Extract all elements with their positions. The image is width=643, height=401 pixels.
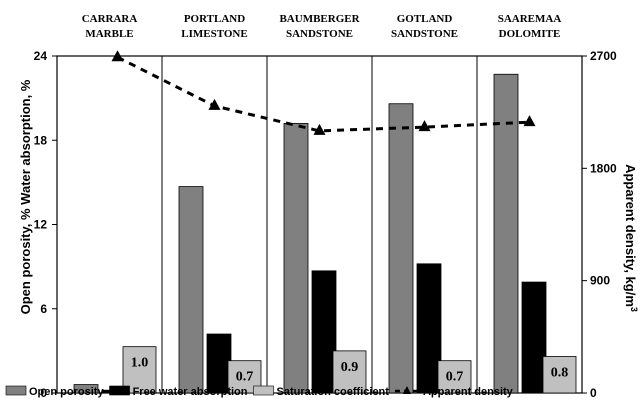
bar-open-porosity [493, 73, 519, 394]
left-tick-label: 24 [34, 49, 48, 63]
bar-free-water-absorption [416, 263, 442, 394]
left-tick-label: 0 [40, 386, 47, 400]
left-tick-label: 12 [34, 218, 48, 232]
density-triangle-marker [523, 115, 536, 127]
bar-open-porosity [283, 123, 309, 394]
category-label: DOLOMITE [499, 28, 561, 40]
density-dashed-line [116, 55, 530, 133]
bar-open-porosity [73, 384, 99, 394]
saturation-coefficient-label: 0.7 [446, 370, 464, 385]
left-tick-label: 6 [40, 302, 47, 316]
bar-free-water-absorption [206, 333, 232, 394]
legend-swatch-saturation-coefficient [253, 385, 274, 396]
right-tick-label: 1800 [590, 161, 617, 175]
bar-free-water-absorption [521, 281, 547, 394]
right-tick-label: 0 [590, 386, 597, 400]
right-axis-title-superscript: 3 [629, 307, 639, 312]
apparent-density-line [111, 50, 536, 135]
left-tick-label: 18 [34, 133, 48, 147]
density-triangle-marker [418, 120, 431, 132]
category-label: GOTLAND [397, 13, 453, 25]
density-triangle-marker [111, 50, 124, 62]
category-labels: CARRARA MARBLE PORTLAND LIMESTONE BAUMBERGER… [82, 13, 562, 40]
bar-saturation-coefficient [332, 350, 367, 394]
bar-marks: 1.0 0.7 0.9 0.7 0.8 [73, 73, 577, 394]
right-axis-title: Apparent density, kg/m3 [623, 164, 639, 312]
category-label: SAAREMAA [498, 13, 562, 25]
category-label: PORTLAND [184, 13, 245, 25]
category-label: CARRARA [82, 13, 138, 25]
bar-saturation-coefficient [437, 360, 472, 394]
bar-open-porosity [178, 186, 204, 394]
saturation-coefficient-label: 0.8 [551, 365, 569, 380]
category-label: MARBLE [85, 28, 133, 40]
right-tick-label: 900 [590, 274, 610, 288]
left-axis-ticks: 0 6 12 18 24 [34, 49, 57, 400]
bar-free-water-absorption [311, 270, 337, 394]
category-label: LIMESTONE [181, 28, 247, 40]
right-tick-label: 2700 [590, 49, 617, 63]
legend-swatch-free-water-absorption [109, 385, 130, 396]
bar-open-porosity [388, 103, 414, 394]
legend-label: Apparent density [423, 386, 514, 398]
legend-label: Saturation coefficient [276, 386, 389, 398]
density-triangle-marker [208, 98, 221, 110]
category-label: BAUMBERGER [279, 13, 360, 25]
density-triangle-marker [313, 123, 326, 135]
legend-label: Free water absorption [133, 386, 248, 398]
saturation-coefficient-label: 0.9 [341, 360, 359, 375]
saturation-coefficient-label: 0.7 [236, 370, 254, 385]
bar-saturation-coefficient [122, 346, 157, 394]
category-label: SANDSTONE [286, 28, 353, 40]
category-label: SANDSTONE [391, 28, 458, 40]
legend-label: Open porosity [29, 386, 104, 398]
bar-saturation-coefficient [542, 356, 577, 394]
legend-marker-apparent-density [402, 386, 411, 394]
right-axis-ticks: 0 900 1800 2700 [582, 49, 617, 400]
bar-saturation-coefficient [227, 360, 262, 394]
legend: Open porosity Free water absorption Satura… [5, 385, 514, 398]
legend-swatch-open-porosity [5, 385, 27, 396]
saturation-coefficient-label: 1.0 [131, 356, 149, 371]
left-axis-title: Open porosity, % Water absorption, % [18, 79, 33, 314]
